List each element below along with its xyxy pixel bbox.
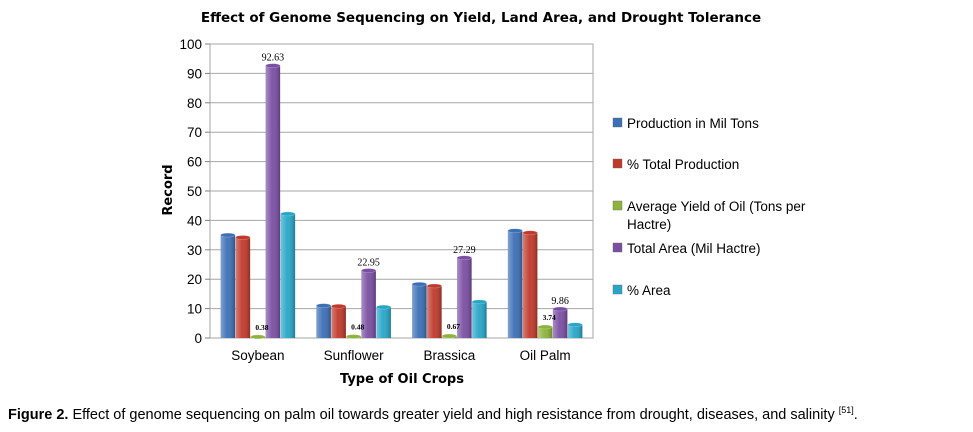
- x-tick-label: Oil Palm: [520, 348, 571, 363]
- bar-cap: [265, 63, 281, 68]
- bar-shading: [552, 309, 568, 338]
- bar-shading: [280, 213, 296, 338]
- bar-shading: [472, 301, 487, 338]
- bar-shading: [376, 307, 391, 338]
- bar-cap: [280, 211, 296, 217]
- bar-cap: [567, 322, 583, 328]
- plot-area: 0 10 20 30 40 50 60 70 80 90 100 Soybean Sunflower Br…: [179, 37, 594, 363]
- y-tick-label: 80: [187, 96, 202, 111]
- bar-shading: [537, 327, 553, 338]
- bar-shading: [412, 284, 427, 338]
- caption-label: Figure 2.: [8, 406, 69, 423]
- bar-cap: [426, 283, 442, 289]
- data-label: 22.95: [357, 258, 380, 269]
- bar-cap: [507, 228, 523, 233]
- caption-text: Effect of genome sequencing on palm oil …: [68, 406, 839, 423]
- y-tick-label: 20: [187, 272, 202, 287]
- bar-cap: [411, 281, 427, 287]
- legend-swatch: [612, 200, 623, 211]
- caption-end: .: [853, 406, 858, 423]
- data-label: 9.86: [551, 296, 569, 307]
- chart-title: Effect of Genome Sequencing on Yield, La…: [201, 10, 761, 26]
- bar-cap: [346, 334, 362, 339]
- chart: Effect of Genome Sequencing on Yield, La…: [161, 10, 806, 387]
- bar-shading: [522, 232, 538, 338]
- x-tick-label: Soybean: [231, 348, 284, 363]
- bar-shading: [331, 306, 346, 338]
- y-tick-label: 90: [187, 66, 202, 81]
- bar-cap: [376, 304, 392, 310]
- x-tick-label: Sunflower: [324, 348, 385, 363]
- legend-label: % Area: [627, 283, 671, 298]
- bar-cap: [522, 230, 538, 235]
- y-tick-label: 40: [187, 213, 202, 228]
- bar-cap: [331, 303, 347, 309]
- y-tick-label: 70: [187, 125, 202, 140]
- y-tick-label: 50: [187, 184, 202, 199]
- bar-cap: [316, 303, 332, 308]
- y-tick-label: 100: [179, 37, 202, 52]
- y-tick-label: 30: [187, 243, 202, 258]
- legend-swatch: [612, 117, 623, 128]
- data-label: 0.67: [447, 322, 460, 331]
- legend-swatch: [612, 242, 623, 253]
- legend: Production in Mil Tons % Total Production…: [612, 116, 806, 298]
- bar-cap: [250, 334, 266, 340]
- bar-shading: [316, 305, 331, 338]
- bar-shading: [361, 270, 376, 338]
- bar-shading: [427, 285, 442, 338]
- figure-caption: Figure 2. Effect of genome sequencing on…: [8, 405, 970, 423]
- bar-shading: [507, 230, 523, 338]
- legend-label: Hactre): [627, 217, 671, 232]
- bar-cap: [441, 333, 457, 339]
- bar-cap: [235, 235, 251, 240]
- bar-shading: [567, 324, 583, 338]
- data-label: 27.29: [453, 245, 476, 256]
- data-label: 0.48: [351, 323, 364, 332]
- legend-swatch: [612, 284, 623, 295]
- x-axis-title: Type of Oil Crops: [340, 372, 464, 387]
- bar-shading: [235, 237, 251, 338]
- bar-shading: [220, 235, 236, 338]
- legend-label: Total Area (Mil Hactre): [627, 241, 761, 256]
- y-tick-label: 10: [187, 302, 202, 317]
- data-label: 0.38: [255, 323, 268, 332]
- bar-shading: [265, 65, 281, 339]
- legend-label: % Total Production: [627, 157, 739, 172]
- y-axis-title: Record: [161, 164, 176, 215]
- y-tick-label: 60: [187, 155, 202, 170]
- bar-cap: [361, 268, 377, 273]
- data-label: 92.63: [262, 53, 285, 64]
- data-label: 3.74: [543, 313, 556, 322]
- x-tick-label: Brassica: [423, 348, 475, 363]
- bar-cap: [220, 232, 236, 238]
- caption-reference: [51]: [838, 405, 854, 415]
- bar-shading: [457, 257, 472, 338]
- bar-cap: [552, 306, 568, 312]
- legend-label: Average Yield of Oil (Tons per: [627, 199, 806, 214]
- legend-label: Production in Mil Tons: [627, 116, 759, 131]
- bar-cap: [471, 299, 487, 305]
- legend-swatch: [612, 158, 623, 169]
- y-tick-label: 0: [194, 331, 202, 346]
- bar-cap: [456, 255, 472, 261]
- bar-cap: [537, 324, 553, 330]
